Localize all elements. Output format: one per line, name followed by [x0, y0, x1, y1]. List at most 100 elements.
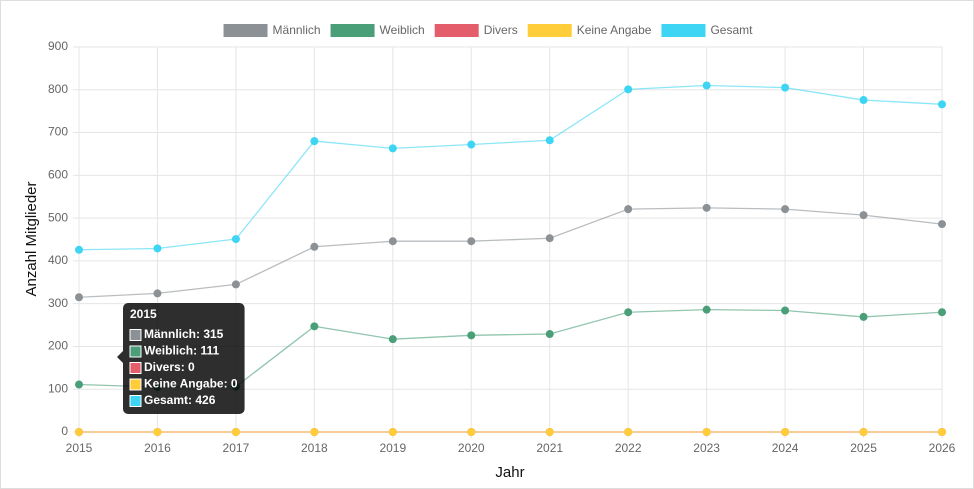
- legend-item: Divers: [434, 23, 518, 37]
- y-tick-label: 600: [48, 168, 68, 182]
- data-point: [467, 140, 476, 149]
- x-tick-label: 2023: [693, 441, 720, 455]
- y-tick-label: 400: [48, 253, 68, 267]
- data-point: [702, 81, 711, 90]
- data-point: [75, 428, 83, 436]
- legend-swatch: [527, 24, 572, 37]
- x-tick-label: 2025: [850, 441, 877, 455]
- tooltip-swatch: [129, 378, 142, 391]
- data-point: [310, 322, 319, 331]
- x-tick-label: 2022: [615, 441, 642, 455]
- tooltip-line: Divers: 0: [144, 360, 195, 374]
- data-point: [153, 428, 162, 436]
- data-point: [388, 335, 397, 344]
- legend-swatch: [223, 24, 268, 37]
- y-tick-label: 900: [48, 39, 68, 53]
- legend-label: Männlich: [273, 23, 321, 37]
- data-point: [545, 428, 554, 436]
- tooltip-swatch: [129, 345, 142, 358]
- data-point: [781, 83, 790, 92]
- data-point: [859, 211, 868, 220]
- x-tick-label: 2026: [929, 441, 956, 455]
- data-point: [938, 428, 946, 436]
- data-point: [624, 428, 633, 436]
- tooltip-swatch: [129, 362, 142, 374]
- data-point: [545, 330, 554, 339]
- data-point: [310, 428, 319, 436]
- x-tick-label: 2018: [301, 441, 328, 455]
- data-point: [781, 428, 790, 436]
- series-line: [78, 84, 943, 251]
- data-point: [75, 293, 83, 302]
- data-point: [75, 380, 83, 389]
- legend-item: Gesamt: [661, 23, 753, 37]
- data-point: [702, 305, 711, 314]
- data-point: [781, 205, 790, 214]
- data-point: [388, 144, 397, 153]
- tooltip-title: 2015: [130, 307, 157, 321]
- legend-swatch: [434, 24, 479, 37]
- tooltip-line: Keine Angabe: 0: [144, 377, 238, 391]
- legend-label: Weiblich: [380, 23, 425, 37]
- data-point: [859, 312, 868, 321]
- data-point: [545, 234, 554, 243]
- y-tick-label: 700: [48, 125, 68, 139]
- legend: Männlich Weiblich Divers Keine Angabe Gesamt: [223, 23, 753, 37]
- data-point: [75, 245, 83, 254]
- data-point: [467, 331, 476, 340]
- data-point: [310, 137, 319, 146]
- y-axis-label: Anzahl Mitglieder: [23, 181, 40, 296]
- data-point: [545, 136, 554, 145]
- data-point: [859, 96, 868, 105]
- legend-label: Keine Angabe: [577, 23, 652, 37]
- data-point: [231, 235, 240, 244]
- x-tick-label: 2019: [379, 441, 406, 455]
- data-point: [467, 237, 476, 246]
- series-line: [78, 207, 943, 298]
- legend-label: Divers: [484, 23, 518, 37]
- x-tick-label: 2024: [772, 441, 799, 455]
- data-point: [938, 100, 946, 109]
- x-tick-label: 2021: [536, 441, 563, 455]
- x-tick-label: 2015: [66, 441, 93, 455]
- legend-item: Männlich: [223, 23, 321, 37]
- data-point: [859, 428, 868, 436]
- tooltip-swatch: [129, 329, 142, 341]
- y-tick-label: 200: [48, 339, 68, 353]
- tooltip: 2015 Männlich: 315 Weiblich: 111 Divers: 0 K…: [117, 303, 245, 414]
- tooltip-caret: [117, 351, 123, 363]
- data-point: [467, 428, 476, 436]
- tooltip-line: Männlich: 315: [144, 327, 224, 341]
- data-point: [153, 289, 162, 298]
- data-point: [388, 237, 397, 246]
- tooltip-line: Gesamt: 426: [144, 393, 216, 407]
- data-point: [231, 428, 240, 436]
- y-tick-label: 800: [48, 82, 68, 96]
- tooltip-swatch: [129, 395, 142, 407]
- data-point: [938, 308, 946, 317]
- y-tick-label: 100: [48, 381, 68, 395]
- x-tick-label: 2020: [458, 441, 485, 455]
- data-point: [624, 205, 633, 214]
- y-tick-label: 300: [48, 296, 68, 310]
- legend-item: Weiblich: [330, 23, 425, 37]
- x-tick-label: 2016: [144, 441, 171, 455]
- data-point: [624, 308, 633, 317]
- data-point: [702, 428, 711, 436]
- tooltip-box: [123, 303, 245, 414]
- data-point: [310, 242, 319, 251]
- data-point: [938, 220, 946, 229]
- x-tick-label: 2017: [223, 441, 250, 455]
- data-point: [153, 244, 162, 253]
- y-tick-label: 0: [61, 424, 68, 438]
- data-point: [781, 306, 790, 315]
- tooltip-line: Weiblich: 111: [144, 344, 219, 358]
- legend-swatch: [330, 24, 375, 37]
- x-axis-label: Jahr: [495, 464, 524, 481]
- data-point: [624, 85, 633, 94]
- data-point: [388, 428, 397, 436]
- legend-item: Keine Angabe: [527, 23, 652, 37]
- data-point: [702, 203, 711, 212]
